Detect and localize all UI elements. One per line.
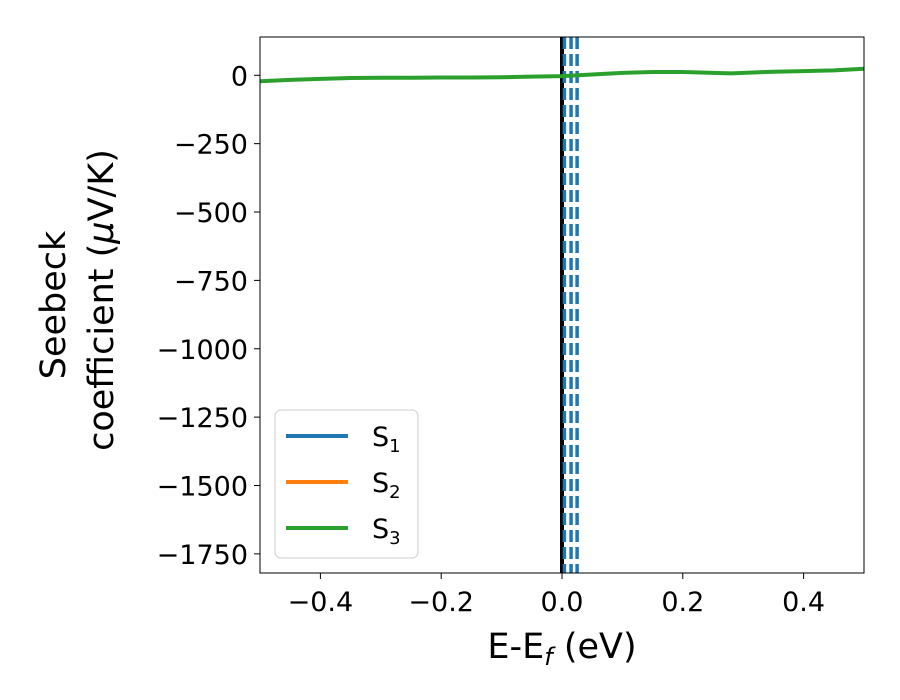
x-tick-label: 0.4 <box>782 587 825 618</box>
y-tick-label: −1500 <box>157 471 248 502</box>
legend-label-s3: S3 <box>372 514 401 549</box>
y-tick-label: −500 <box>174 198 248 229</box>
y-axis-label-line2: coefficient (μV/K) <box>82 149 122 451</box>
plot-area <box>260 37 864 573</box>
x-tick-label: 0.0 <box>541 587 584 618</box>
legend: S1 S2 S3 <box>274 409 419 559</box>
legend-label-s1: S1 <box>372 422 401 457</box>
y-tick-label: −1750 <box>157 540 248 571</box>
x-tick-label: −0.4 <box>288 587 354 618</box>
series-line-s3 <box>260 66 864 84</box>
y-axis-label-line1: Seebeck <box>34 230 74 379</box>
legend-label-s2: S2 <box>372 468 401 503</box>
x-tick-label: 0.2 <box>661 587 704 618</box>
y-tick-label: −250 <box>174 130 248 161</box>
y-tick-label: −750 <box>174 266 248 297</box>
axes: −0.4 −0.2 0.0 0.2 0.4 0 −250 −500 −750 −1000 −1250… <box>157 36 865 618</box>
y-tick-label: −1250 <box>157 403 248 434</box>
x-tick-label: −0.2 <box>408 587 474 618</box>
y-tick-label: −1000 <box>157 335 248 366</box>
x-axis-label: E-Ef (eV) <box>487 627 636 671</box>
y-tick-label: 0 <box>231 61 248 92</box>
